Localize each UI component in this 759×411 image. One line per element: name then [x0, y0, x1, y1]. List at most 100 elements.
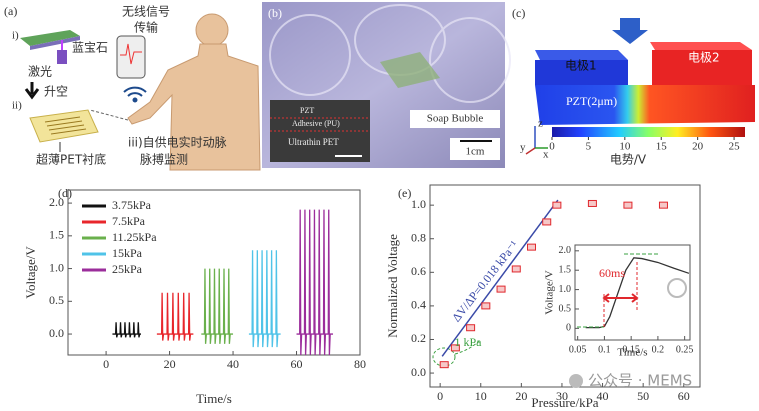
colorbar-tick-label: 20 [692, 141, 704, 153]
wireless-label: 无线信号 [122, 5, 170, 19]
x-tick-label: 0.05 [569, 344, 587, 355]
pzt-slab [535, 85, 755, 125]
liftoff-label: 升空 [44, 85, 68, 99]
electrode-1 [535, 60, 628, 85]
y-tick-label: 0.4 [411, 298, 426, 312]
x-tick-label: 10 [475, 389, 487, 403]
y-tick-label: 2.0 [49, 195, 64, 209]
data-point [552, 201, 562, 209]
axis-label: y [520, 142, 526, 154]
panel-c: (c) 电极1 电极2 PZT(2μm) z y x 电势/V 0 5 10 15 20… [512, 6, 755, 167]
y-tick-label: 1.0 [559, 284, 572, 295]
watermark-icon [569, 374, 583, 388]
step-label: iii)自供电实时动脉 [128, 135, 227, 150]
colorbar-tick-label: 25 [729, 141, 741, 153]
sapphire-plate [20, 30, 80, 46]
colorbar [552, 127, 745, 137]
electrode-2 [652, 50, 752, 85]
phone [116, 35, 146, 79]
caption-box [410, 110, 500, 128]
y-tick-label: 1.0 [49, 260, 64, 274]
scale-box [450, 138, 500, 160]
colorbar-label: 电势/V [610, 153, 647, 167]
plot-frame [429, 184, 701, 388]
axis-label: z [538, 118, 543, 130]
sapphire-label: 蓝宝石 [72, 41, 108, 55]
legend-label: 3.75kPa [112, 198, 152, 212]
x-tick-label: 0.1 [598, 344, 611, 355]
data-point [587, 199, 597, 207]
series-line [248, 250, 281, 348]
axes-triad [525, 126, 548, 155]
y-tick-label: 0.6 [411, 264, 426, 278]
electrode-lines [44, 116, 87, 135]
phone-pulse [120, 43, 142, 65]
layer-label: PZT [300, 106, 314, 115]
highlight-arrow [454, 339, 481, 355]
force-arrow [612, 18, 648, 44]
electrode-label: 电极2 [688, 51, 720, 65]
data-point [527, 243, 537, 251]
x-axis-label: Pressure/kPa [531, 395, 598, 410]
data-point [496, 285, 506, 293]
x-tick-label: 30 [556, 389, 568, 403]
step-label: 脉搏监测 [140, 152, 188, 167]
y-tick-label: 1.5 [49, 228, 64, 242]
film-layer [30, 36, 80, 50]
pet-film [29, 109, 99, 143]
panel-label: (a) [4, 4, 17, 18]
y-tick-label: 0.5 [559, 303, 572, 314]
y-tick-label: 1.0 [411, 197, 426, 211]
x-tick-label: 0.2 [652, 344, 665, 355]
fit-line [441, 199, 559, 357]
data-point [450, 344, 460, 352]
scale-label: 1cm [466, 146, 485, 158]
axis-label: x [543, 149, 549, 161]
panel-label: (e) [398, 186, 411, 200]
colorbar-tick-label: 5 [586, 141, 592, 153]
series-line [156, 292, 194, 341]
substrate-label: 超薄PET衬底 [36, 152, 106, 167]
series-line [201, 268, 234, 344]
layer-label: Ultrathin PET [288, 137, 339, 147]
x-tick-label: 40 [597, 389, 609, 403]
x-tick-label: 0 [103, 357, 109, 371]
panel-label: (d) [58, 186, 72, 200]
y-tick-label: 0.0 [411, 365, 426, 379]
data-point [542, 218, 552, 226]
annotation: ΔV/ΔP=0.018 kPa⁻¹ [449, 238, 521, 325]
panel-a: (a) i) 蓝宝石 激光 升空 ii) 超薄PET衬底 无线信号 传输 iii… [4, 4, 261, 171]
device [380, 52, 440, 88]
x-tick-label: 0.15 [622, 344, 640, 355]
step-label: i) [12, 30, 19, 42]
inset-decor [577, 253, 687, 328]
wifi-icon [123, 86, 147, 103]
electrode-label: 电极1 [565, 59, 597, 73]
electrode-top [650, 42, 752, 50]
x-tick-label: 60 [678, 389, 690, 403]
caption: Soap Bubble [427, 113, 484, 125]
data-point [439, 361, 449, 369]
y-axis-label: Voltage/V [544, 270, 556, 314]
data-point [511, 265, 521, 273]
y-tick-label: 0.8 [411, 230, 426, 244]
x-axis-label: Time/s [617, 347, 647, 359]
data-point [481, 302, 491, 310]
panel-label: (b) [268, 6, 282, 20]
panel-label: (c) [512, 6, 525, 20]
watermark: 公众号 · MEMS [588, 372, 692, 390]
watermark-group: 公众号 · MEMS [569, 372, 692, 390]
y-axis-label: Normalized Voltage [385, 234, 400, 338]
y-tick-label: 0 [566, 323, 571, 334]
data-point [623, 201, 633, 209]
legend-label: 15kPa [112, 246, 143, 260]
step-label: ii) [12, 100, 22, 112]
legend-label: 7.5kPa [112, 214, 146, 228]
human-body [127, 13, 261, 171]
colorbar-tick-label: 10 [619, 141, 631, 153]
colorbar-tick-label: 15 [656, 141, 668, 153]
laser-label: 激光 [28, 65, 52, 79]
wireless-label: 传输 [134, 20, 158, 35]
y-tick-label: 0.2 [411, 331, 426, 345]
